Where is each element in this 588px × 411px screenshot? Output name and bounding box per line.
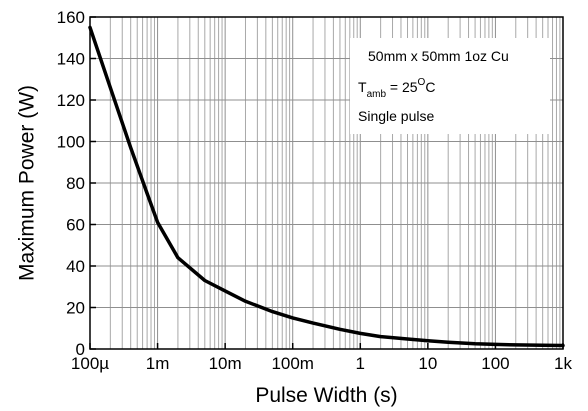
tick-marks	[89, 16, 564, 350]
annotation-t: T	[358, 79, 367, 95]
x-tick-label: 10	[418, 354, 437, 373]
annotation-eq: = 25	[386, 79, 418, 95]
annotation-ambient-temp: Tamb = 25OC	[358, 77, 435, 100]
y-tick-label: 60	[66, 216, 85, 235]
y-tick-label: 80	[66, 174, 85, 193]
annotation-unit: C	[425, 79, 435, 95]
y-tick-label: 100	[57, 133, 85, 152]
annotation-copper-area: 50mm x 50mm 1oz Cu	[368, 48, 509, 64]
annotation-t-sub: amb	[367, 89, 387, 100]
tick-labels: 100µ 1m 10m 100m 1 10 100 1k 0 20 40 60 80 100 120 140 1…	[57, 8, 573, 373]
y-tick-label: 0	[76, 340, 85, 359]
annotation-background	[350, 38, 550, 134]
y-tick-label: 120	[57, 91, 85, 110]
x-tick-label: 1k	[554, 354, 572, 373]
x-tick-label: 1	[356, 354, 365, 373]
annotation-box: 50mm x 50mm 1oz Cu Tamb = 25OC Single pu…	[350, 38, 550, 134]
x-axis-title: Pulse Width (s)	[255, 384, 397, 407]
y-tick-label: 20	[66, 299, 85, 318]
x-tick-label: 100µ	[71, 354, 109, 373]
annotation-deg: O	[418, 77, 426, 88]
x-tick-label: 10m	[209, 354, 242, 373]
y-tick-label: 140	[57, 50, 85, 69]
y-tick-label: 160	[57, 8, 85, 27]
y-axis-title: Maximum Power (W)	[16, 85, 39, 281]
series-group	[88, 25, 565, 348]
annotation-single-pulse: Single pulse	[358, 108, 434, 124]
x-tick-label: 100m	[271, 354, 314, 373]
grid-lines	[89, 16, 563, 350]
series-line	[88, 25, 565, 348]
x-tick-label: 100	[481, 354, 509, 373]
y-tick-label: 40	[66, 257, 85, 276]
x-tick-label: 1m	[146, 354, 170, 373]
